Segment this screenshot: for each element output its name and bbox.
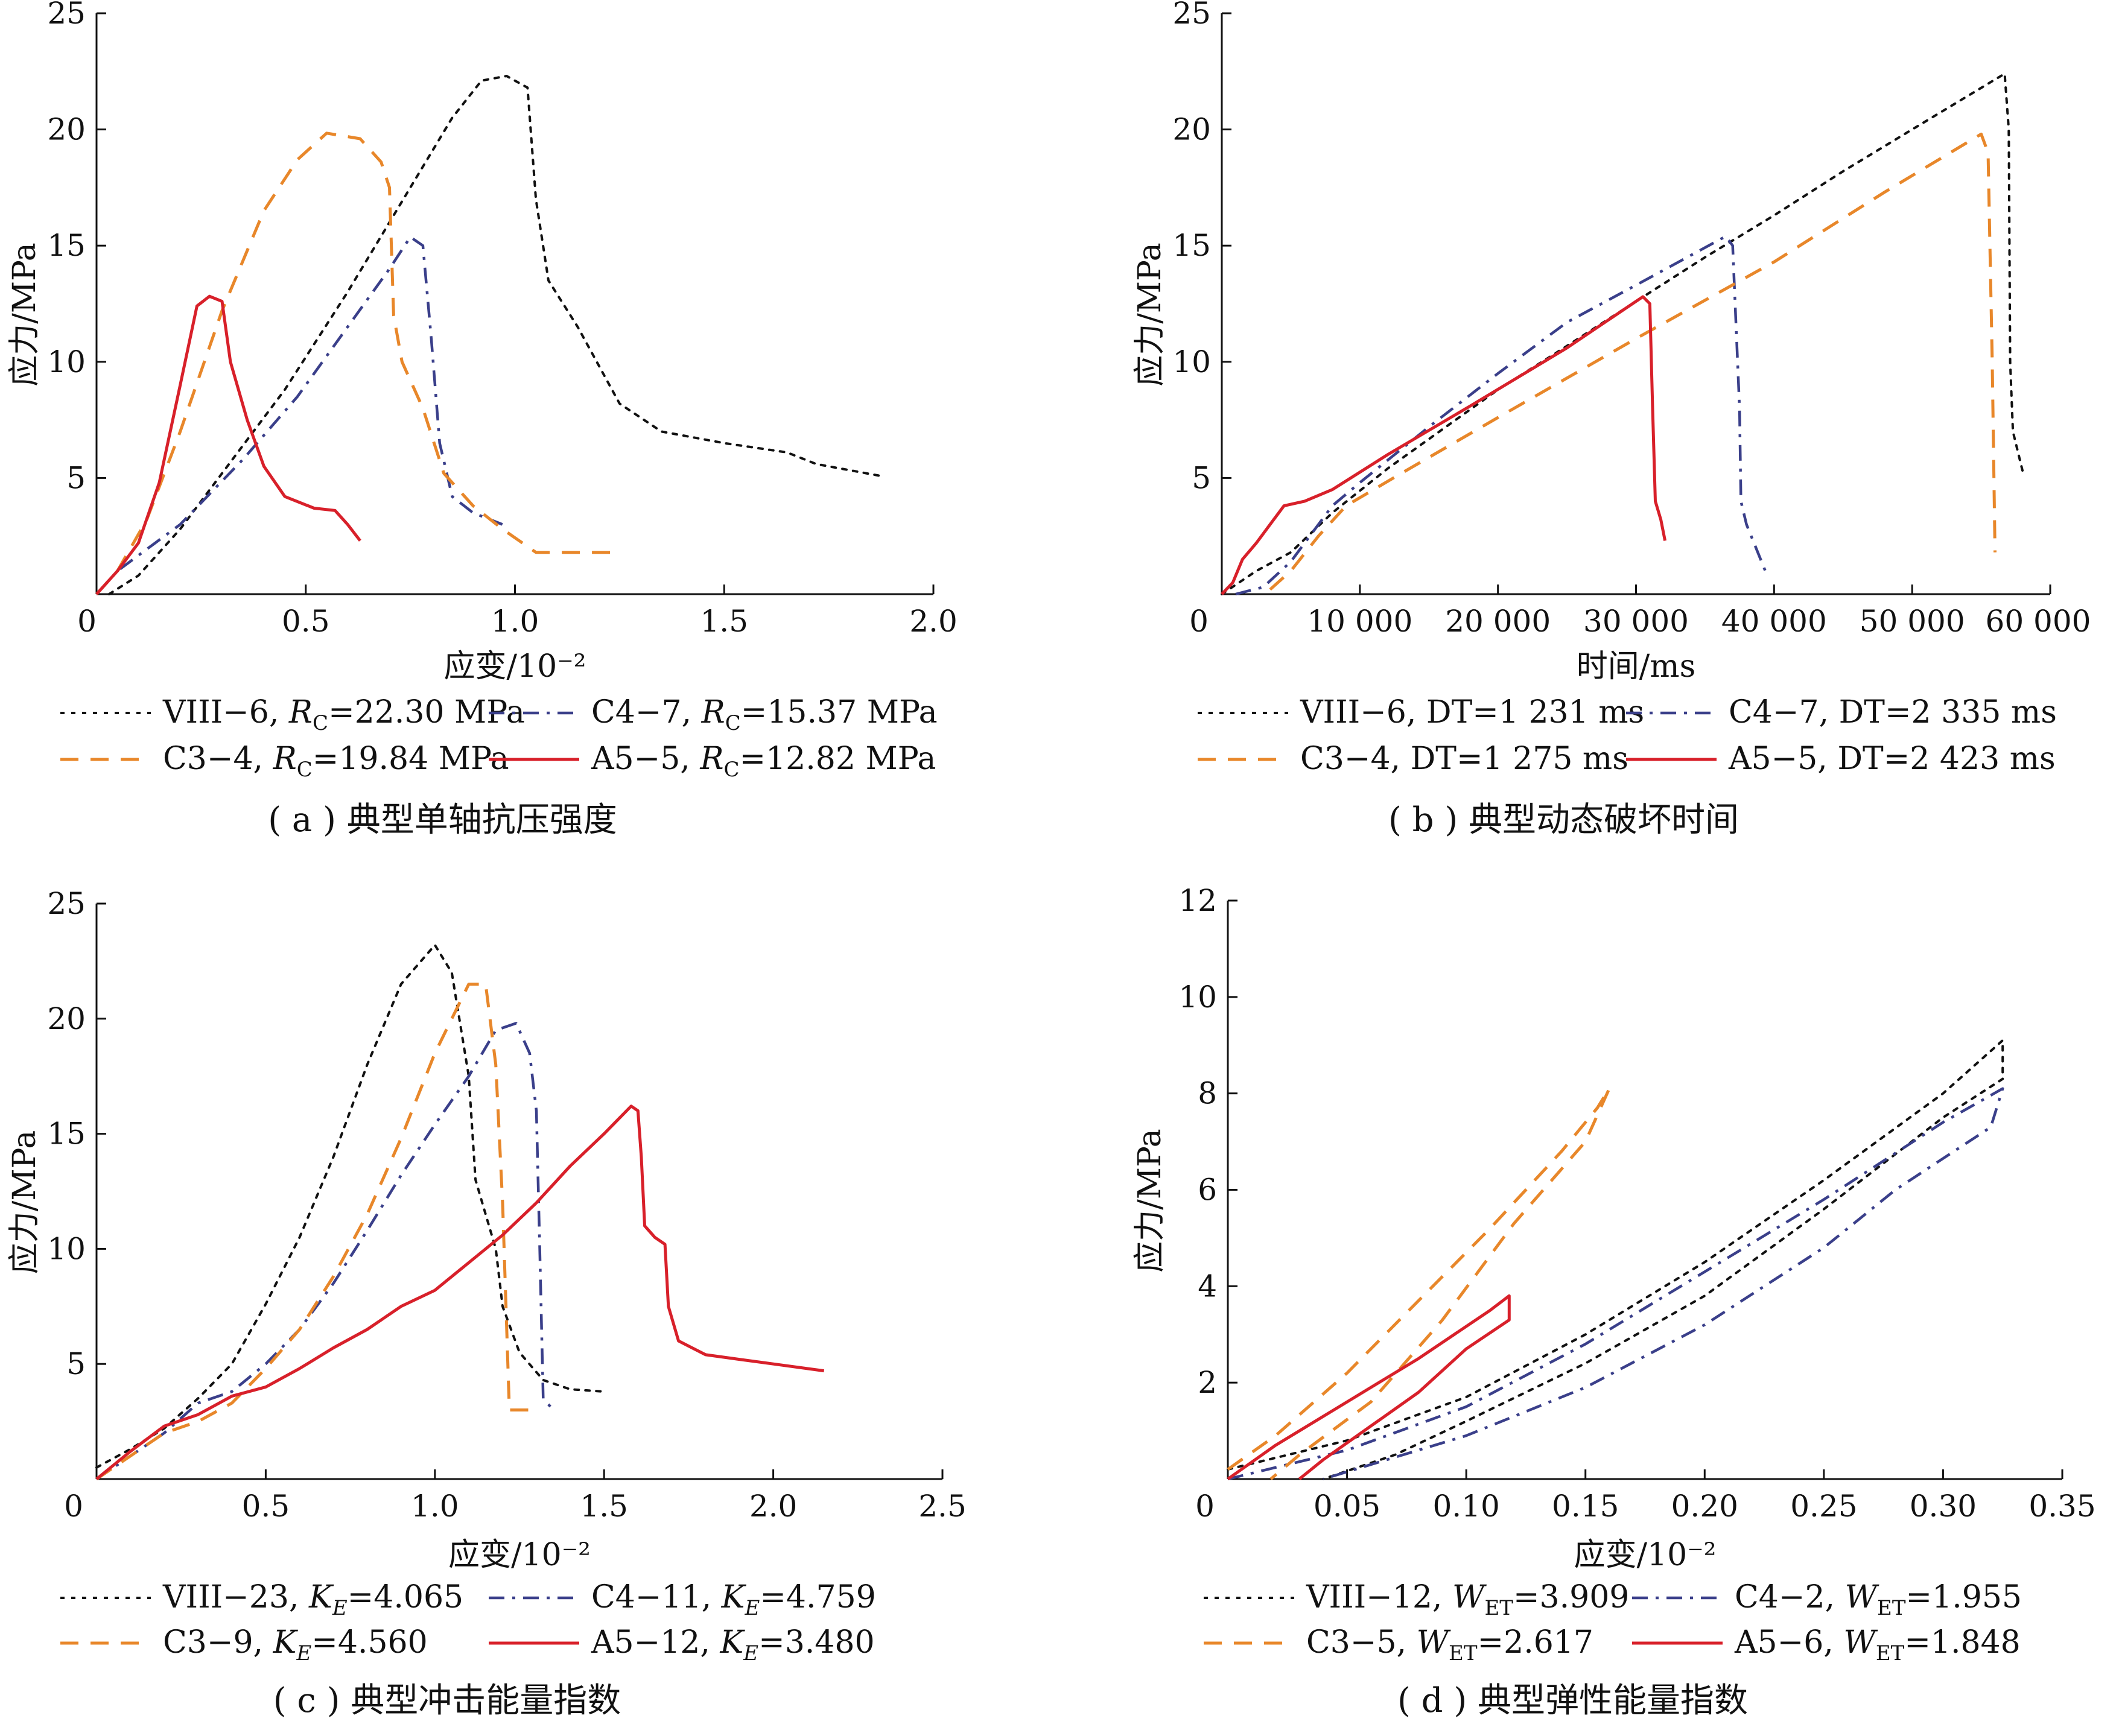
series-line-viii xyxy=(95,943,606,1469)
y-tick-label: 20 xyxy=(47,112,86,147)
y-tick-label: 6 xyxy=(1198,1173,1217,1208)
chart-panel-1: 0 0.5 1.0 1.5 2.0 5 10 15 20 25 应变/10⁻² 应力/MPa VIII−… xyxy=(7,0,958,840)
legend-entry: VIII−23, KE=4.065 xyxy=(162,1579,463,1620)
y-axis-label: 应力/MPa xyxy=(7,242,43,386)
x-tick-label: 0.05 xyxy=(1314,1489,1380,1524)
series-line-c3 xyxy=(95,983,536,1481)
x-tick-label: 1.5 xyxy=(580,1489,628,1524)
series-line-viii xyxy=(1221,72,2024,595)
y-tick-label: 10 xyxy=(1178,980,1217,1015)
legend-entry: C3−9, KE=4.560 xyxy=(163,1624,428,1665)
legend-entry: C4−7, RC=15.37 MPa xyxy=(591,694,938,735)
y-tick-label: 15 xyxy=(47,1117,86,1152)
x-tick-label: 2.0 xyxy=(909,604,958,639)
chart-panel-3: 0 0.5 1.0 1.5 2.0 2.5 5 10 15 20 25 应变/10⁻² 应力/MPa VI… xyxy=(7,886,967,1720)
x-tick-label: 1.5 xyxy=(700,604,748,639)
chart-panel-4: 0 0.05 0.10 0.15 0.20 0.25 0.30 0.35 2 4 6 8 10 12 应变/… xyxy=(1132,883,2096,1720)
y-tick-label: 5 xyxy=(1192,460,1211,495)
legend-entry: A5−5, DT=2 423 ms xyxy=(1728,741,2056,777)
legend-entry: C3−5, WET=2.617 xyxy=(1306,1624,1593,1665)
x-tick-label: 10 000 xyxy=(1307,604,1412,639)
legend-entry: A5−12, KE=3.480 xyxy=(591,1624,875,1665)
series-line-a5 xyxy=(95,1104,825,1480)
legend-entry: VIII−12, WET=3.909 xyxy=(1306,1579,1629,1620)
series-line-c3 xyxy=(95,131,620,595)
y-tick-label: 20 xyxy=(1172,112,1211,147)
series-line-viii xyxy=(1227,1039,2004,1480)
y-axis-label: 应力/MPa xyxy=(7,1130,43,1274)
x-tick-label: 0 xyxy=(64,1489,83,1524)
x-tick-label: 0.15 xyxy=(1552,1489,1619,1524)
y-tick-label: 5 xyxy=(66,1346,86,1381)
x-tick-label: 0.10 xyxy=(1432,1489,1499,1524)
chart-panel-2: 0 10 000 20 000 30 000 40 000 50 000 60 000 5 10… xyxy=(1132,0,2091,840)
legend-entry: C3−4, RC=19.84 MPa xyxy=(163,741,509,782)
chart-caption: ( a ) 典型单轴抗压强度 xyxy=(268,800,617,840)
x-tick-label: 40 000 xyxy=(1721,604,1827,639)
y-tick-label: 8 xyxy=(1198,1076,1217,1111)
y-tick-label: 20 xyxy=(47,1001,86,1036)
chart-caption: ( d ) 典型弹性能量指数 xyxy=(1397,1681,1748,1720)
y-tick-label: 10 xyxy=(47,1231,86,1266)
series-line-a5 xyxy=(1227,1294,1511,1481)
x-tick-label: 0.5 xyxy=(282,604,330,639)
x-tick-label: 1.0 xyxy=(411,1489,459,1524)
y-tick-label: 12 xyxy=(1178,883,1217,918)
series-line-a5 xyxy=(1221,295,1667,595)
series-line-c4 xyxy=(1227,1087,2004,1481)
x-tick-label: 0.30 xyxy=(1910,1489,1977,1524)
series-line-c4 xyxy=(1235,235,1768,596)
y-tick-label: 15 xyxy=(1172,228,1211,263)
x-tick-label: 0 xyxy=(1195,1489,1215,1524)
y-axis-label: 应力/MPa xyxy=(1132,242,1168,386)
y-tick-label: 10 xyxy=(47,344,86,379)
x-tick-label: 0.35 xyxy=(2028,1489,2095,1524)
x-axis-label: 应变/10⁻² xyxy=(448,1537,591,1573)
x-tick-label: 60 000 xyxy=(1986,604,2091,639)
legend-entry: C3−4, DT=1 275 ms xyxy=(1300,741,1628,777)
legend-entry: C4−2, WET=1.955 xyxy=(1735,1579,2022,1620)
series-line-c3 xyxy=(1269,132,1997,591)
chart-caption: ( c ) 典型冲击能量指数 xyxy=(273,1681,621,1720)
x-tick-label: 0 xyxy=(1189,604,1209,639)
x-tick-label: 2.0 xyxy=(749,1489,798,1524)
x-axis-label: 应变/10⁻² xyxy=(444,648,586,685)
series-line-c3 xyxy=(1227,1087,1611,1480)
x-tick-label: 30 000 xyxy=(1583,604,1689,639)
y-tick-label: 10 xyxy=(1172,344,1211,379)
y-axis-label: 应力/MPa xyxy=(1132,1129,1168,1272)
y-tick-label: 25 xyxy=(47,886,86,921)
y-tick-label: 5 xyxy=(66,460,86,495)
x-tick-label: 0 xyxy=(77,604,97,639)
x-tick-label: 20 000 xyxy=(1445,604,1551,639)
x-tick-label: 0.5 xyxy=(242,1489,290,1524)
y-tick-label: 15 xyxy=(47,228,86,263)
x-axis-label: 应变/10⁻² xyxy=(1574,1537,1717,1573)
series-line-viii xyxy=(107,75,880,595)
y-tick-label: 4 xyxy=(1198,1269,1217,1304)
legend-entry: VIII−6, DT=1 231 ms xyxy=(1300,694,1644,730)
series-line-c4 xyxy=(95,235,503,595)
legend-entry: C4−7, DT=2 335 ms xyxy=(1729,694,2057,730)
x-axis-label: 时间/ms xyxy=(1577,648,1696,685)
legend-entry: C4−11, KE=4.759 xyxy=(591,1579,876,1620)
y-tick-label: 25 xyxy=(1172,0,1211,31)
x-tick-label: 2.5 xyxy=(918,1489,967,1524)
legend-entry: A5−5, RC=12.82 MPa xyxy=(591,741,936,782)
chart-caption: ( b ) 典型动态破坏时间 xyxy=(1388,800,1739,840)
legend-entry: A5−6, WET=1.848 xyxy=(1734,1624,2021,1665)
legend-entry: VIII−6, RC=22.30 MPa xyxy=(162,694,525,735)
y-tick-label: 25 xyxy=(47,0,86,31)
y-tick-label: 2 xyxy=(1198,1365,1217,1400)
series-line-c4 xyxy=(95,1022,554,1480)
x-tick-label: 0.25 xyxy=(1790,1489,1857,1524)
series-line-a5 xyxy=(95,294,361,595)
x-tick-label: 1.0 xyxy=(491,604,539,639)
x-tick-label: 50 000 xyxy=(1860,604,1965,639)
x-tick-label: 0.20 xyxy=(1671,1489,1738,1524)
